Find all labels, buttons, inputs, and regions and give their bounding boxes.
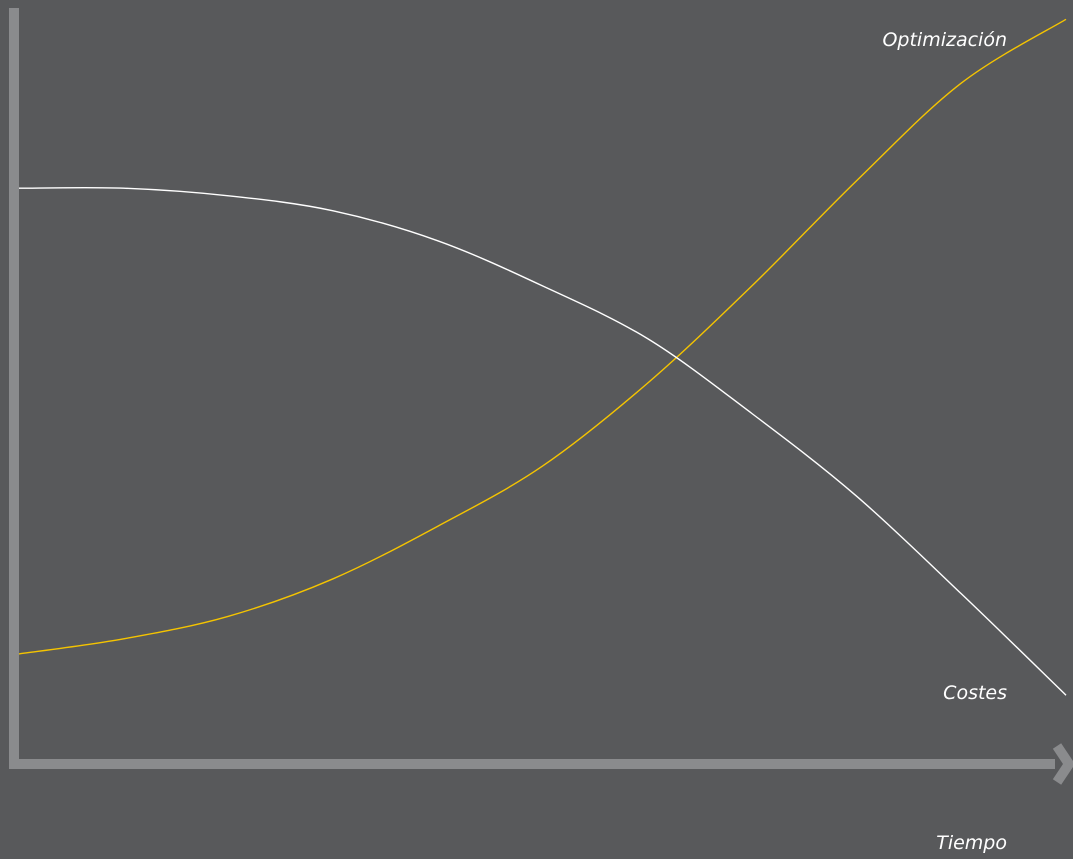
series-layer [18,18,1067,696]
series-line-optimizacion [18,18,1067,655]
series-line-costes [18,186,1067,696]
series-label-costes: Costes [943,682,1007,704]
y-axis-line [9,8,19,769]
x-axis-line [9,759,1055,769]
axes [9,8,1073,785]
x-axis-label: Tiempo [936,832,1007,854]
series-label-optimizacion: Optimización [882,29,1007,51]
x-axis-arrowhead [1052,743,1073,785]
